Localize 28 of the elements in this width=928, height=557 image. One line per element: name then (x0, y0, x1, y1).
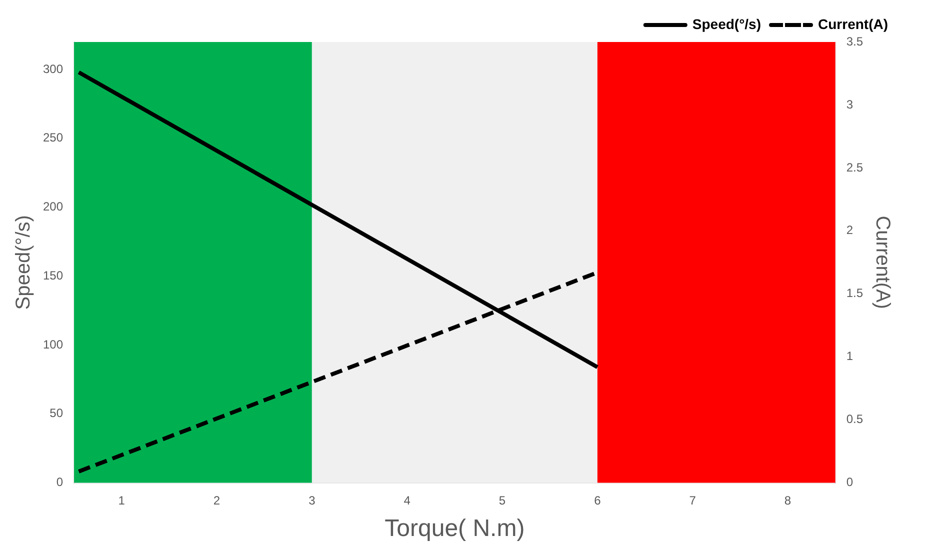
x-tick-label: 7 (689, 493, 696, 508)
y2-tick-label: 0 (846, 475, 854, 490)
x-tick-label: 8 (784, 493, 792, 508)
x-axis-title: Torque( N.m) (384, 515, 525, 542)
y-tick-label: 250 (42, 130, 64, 145)
y2-tick-label: 2.5 (846, 160, 864, 174)
legend-label: Speed(°/s) (692, 16, 762, 32)
y2-tick-label: 1 (846, 349, 854, 364)
y2-tick-label: 3.5 (846, 34, 864, 48)
y-tick-label: 0 (56, 475, 64, 490)
y2-tick-label: 3 (846, 97, 854, 112)
x-tick-label: 6 (594, 493, 602, 508)
x-tick-label: 2 (213, 493, 220, 508)
x-tick-label: 4 (404, 493, 411, 508)
y-tick-label: 200 (42, 200, 64, 214)
legend-label: Current(A) (818, 16, 888, 32)
y-tick-label: 150 (42, 268, 64, 282)
y-tick-label: 300 (42, 62, 64, 76)
y2-tick-label: 1.5 (846, 286, 864, 300)
x-tick-label: 1 (118, 493, 126, 508)
x-tick-label: 3 (308, 493, 316, 508)
y-tick-label: 50 (50, 406, 64, 420)
y2-tick-label: 0.5 (846, 412, 864, 426)
y-axis-title: Speed(°/s) (12, 215, 35, 310)
y2-tick-label: 2 (846, 223, 854, 238)
y2-axis-title: Current(A) (871, 216, 894, 310)
y-tick-label: 100 (42, 337, 64, 352)
x-tick-label: 5 (498, 493, 506, 508)
